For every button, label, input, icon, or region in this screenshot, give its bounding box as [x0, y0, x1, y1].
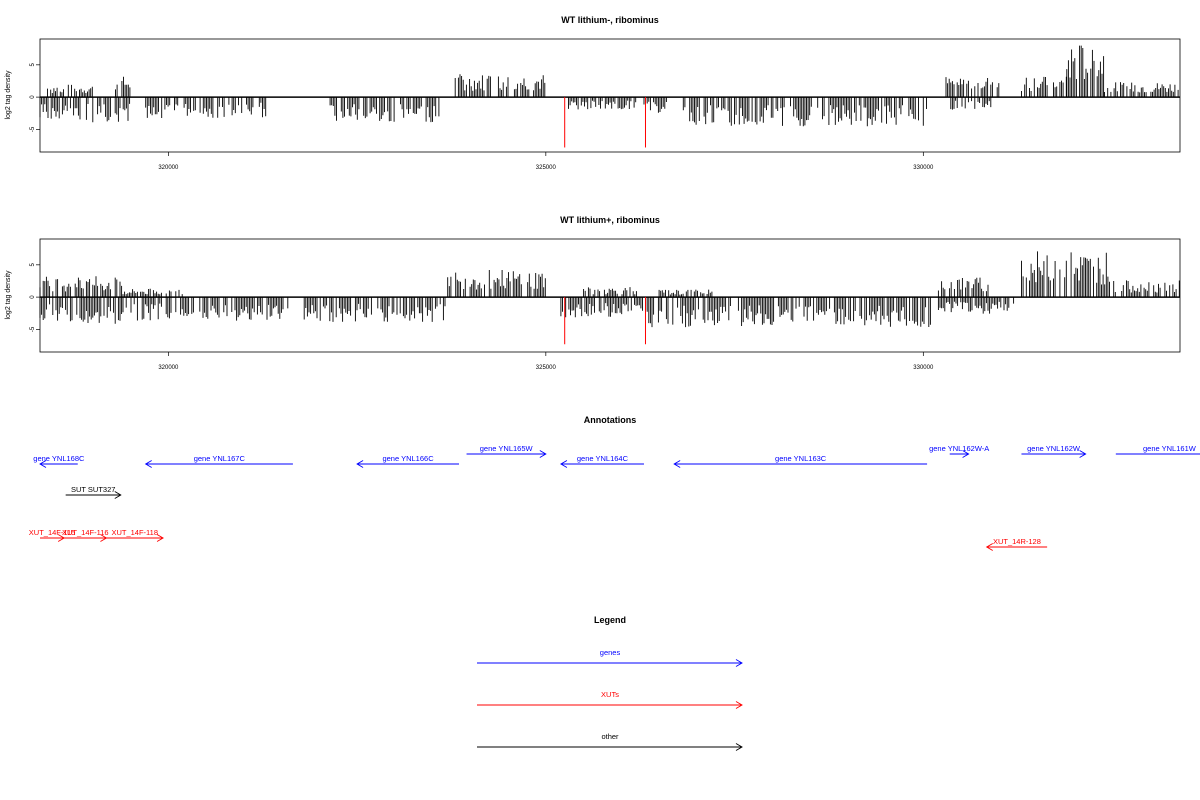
coverage-region [1066, 45, 1105, 98]
gene-feature: gene YNL166C [356, 454, 460, 468]
legend: Legend genes XUTs other [477, 615, 743, 751]
coverage-region [145, 97, 267, 118]
coverage-region [1021, 76, 1067, 98]
xut-feature: XUT_14R-128 [985, 537, 1048, 551]
coverage-region [454, 74, 546, 98]
coverage-region [1021, 251, 1110, 298]
other-feature: SUT SUT327 [65, 485, 122, 499]
coverage-region [568, 97, 637, 110]
gene-feature-label: gene YNL161W [1143, 444, 1197, 453]
coverage-region [645, 297, 931, 328]
chart-title: WT lithium-, ribominus [561, 15, 659, 25]
gene-feature-label: gene YNL164C [577, 454, 629, 463]
coverage-region [122, 297, 289, 321]
x-tick-label: 320000 [158, 365, 179, 371]
gene-feature-label: gene YNL166C [382, 454, 434, 463]
xut-feature: XUT_14F-115 [29, 528, 76, 542]
legend-item: other [477, 732, 743, 751]
coverage-region [39, 297, 123, 324]
coverage-region [1104, 82, 1179, 98]
coverage-region [643, 97, 667, 113]
coverage-region [560, 297, 643, 318]
coverage-region [39, 276, 123, 298]
chart-title: WT lithium+, ribominus [560, 215, 660, 225]
coverage-region [658, 289, 713, 298]
x-tick-label: 330000 [913, 165, 934, 171]
y-axis-label: log2 tag density [5, 70, 12, 120]
y-tick-label: 0 [30, 95, 36, 99]
gene-feature: gene YNL162W [1021, 444, 1087, 458]
gene-feature: gene YNL162W-A [929, 444, 989, 458]
xut-feature-label: XUT_14F-118 [111, 528, 158, 537]
legend-item: XUTs [477, 690, 743, 709]
xut-feature: XUT_14F-118 [106, 528, 164, 542]
coverage-bars [39, 251, 1180, 345]
y-axis-label: log2 tag density [5, 270, 12, 320]
coverage-region [1113, 280, 1180, 298]
y-tick-label: -5 [30, 326, 36, 332]
gene-feature-label: gene YNL168C [33, 454, 85, 463]
coverage-region [447, 270, 546, 298]
plot-frame [39, 38, 1181, 153]
coverage-region [303, 297, 446, 322]
legend-item: genes [477, 648, 743, 667]
coverage-region [583, 287, 637, 298]
gene-feature-label: gene YNL167C [194, 454, 246, 463]
annotation-features: gene YNL168C gene YNL167C gene YNL166C gene… [29, 444, 1200, 551]
gene-feature-label: gene YNL162W [1027, 444, 1081, 453]
x-tick-label: 325000 [536, 365, 557, 371]
other-feature-label: SUT SUT327 [71, 485, 115, 494]
annotations-panel: Annotations gene YNL168C gene YNL167C gene… [29, 415, 1200, 551]
coverage-region [115, 76, 131, 98]
coverage-region [122, 288, 183, 298]
coverage-region [329, 97, 440, 123]
coverage-region [39, 97, 131, 123]
xut-feature: XUT_14F-116 [62, 528, 109, 542]
gene-feature: gene YNL161W [1115, 444, 1200, 455]
coverage-region [47, 84, 93, 98]
xut-feature-label: XUT_14F-115 [29, 528, 76, 537]
coverage-region [945, 77, 1000, 98]
y-tick-label: 5 [30, 263, 36, 267]
coverage-region [937, 297, 1015, 314]
gene-feature: gene YNL168C [33, 454, 85, 468]
gene-feature: gene YNL163C [673, 454, 928, 468]
legend-item-label: other [601, 732, 619, 741]
coverage-region [682, 97, 927, 127]
gene-feature-label: gene YNL162W-A [929, 444, 989, 453]
x-tick-label: 330000 [913, 365, 934, 371]
y-tick-label: 0 [30, 295, 36, 299]
coverage-panel-lithium-plus: WT lithium+, ribominus log2 tag density … [5, 215, 1181, 371]
coverage-region [950, 97, 992, 110]
axis-ticks: -5 0 5 320000 325000 330000 [30, 263, 934, 371]
xut-feature-label: XUT_14F-116 [62, 528, 109, 537]
gene-feature: gene YNL165W [466, 444, 547, 458]
legend-title: Legend [594, 615, 626, 625]
gene-feature: gene YNL164C [560, 454, 644, 468]
gene-feature-label: gene YNL163C [775, 454, 827, 463]
legend-items: genes XUTs other [477, 648, 743, 751]
legend-item-label: genes [600, 648, 621, 657]
legend-item-label: XUTs [601, 690, 619, 699]
gene-feature-label: gene YNL165W [480, 444, 534, 453]
coverage-region [937, 277, 989, 298]
annotations-title: Annotations [584, 415, 637, 425]
x-tick-label: 320000 [158, 165, 179, 171]
x-tick-label: 325000 [536, 165, 557, 171]
coverage-bars [39, 45, 1180, 148]
y-tick-label: 5 [30, 63, 36, 67]
xut-feature-label: XUT_14R-128 [993, 537, 1041, 546]
coverage-panel-lithium-minus: WT lithium-, ribominus log2 tag density … [5, 15, 1181, 171]
gene-feature: gene YNL167C [144, 454, 293, 468]
y-tick-label: -5 [30, 126, 36, 132]
axis-ticks: -5 0 5 320000 325000 330000 [30, 63, 934, 171]
plot-frame [39, 238, 1181, 353]
